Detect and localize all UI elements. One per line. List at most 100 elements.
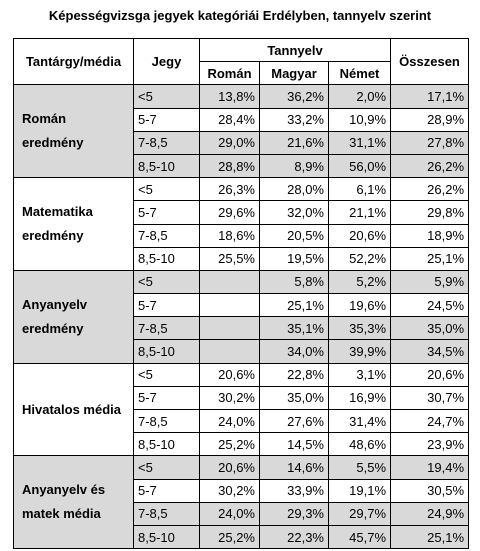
total-cell: 30,7% (390, 385, 470, 411)
table-row: 8,5-10 25,2% 14,5% 48,6% 23,9% (14, 432, 470, 457)
table-row: 8,5-10 25,2% 22,3% 45,7% 25,1% (14, 524, 470, 550)
value-cell: 29,0% (199, 130, 260, 155)
total-cell: 23,9% (390, 432, 470, 457)
group-label: Matematika eredmény (13, 177, 134, 271)
value-cell: 29,6% (199, 200, 260, 225)
grade-cell: 5-7 (133, 200, 200, 225)
value-cell: 35,1% (259, 316, 329, 341)
grade-cell: 7-8,5 (133, 501, 200, 526)
value-cell: 56,0% (327, 153, 392, 179)
header-cell: Összesen (390, 37, 470, 86)
header-cell: Román (199, 61, 260, 86)
value-cell: 25,2% (199, 524, 260, 550)
group-label: Hivatalos média (13, 362, 134, 457)
total-cell: 24,9% (390, 501, 470, 526)
value-cell: 34,0% (259, 339, 329, 364)
value-cell: 35,0% (259, 385, 329, 411)
total-cell: 24,7% (390, 408, 470, 434)
grade-cell: 8,5-10 (133, 432, 200, 457)
table-row: 8,5-10 28,8% 8,9% 56,0% 26,2% (14, 153, 470, 179)
total-cell: 28,9% (390, 107, 470, 132)
table-row: 8,5-10 25,5% 19,5% 52,2% 25,1% (14, 246, 470, 271)
grade-cell: 8,5-10 (133, 524, 200, 550)
value-cell: 25,1% (259, 293, 329, 318)
value-cell (199, 269, 260, 295)
grade-cell: 8,5-10 (133, 153, 200, 179)
group-label: Román eredmény (13, 84, 134, 179)
total-cell: 25,1% (390, 524, 470, 550)
value-cell: 20,5% (259, 223, 329, 248)
header-cell: Magyar (259, 61, 329, 86)
title: Képességvizsga jegyek kategóriái Erdélyb… (48, 8, 432, 23)
value-cell: 45,7% (327, 524, 392, 550)
value-cell: 14,6% (259, 455, 329, 480)
value-cell: 20,6% (199, 362, 260, 387)
value-cell: 48,6% (327, 432, 392, 457)
value-cell: 20,6% (199, 455, 260, 480)
grade-cell: <5 (133, 84, 200, 109)
header-cell: Tannyelv (198, 37, 392, 63)
table-row: 7-8,5 29,0% 21,6% 31,1% 27,8% (14, 130, 470, 155)
value-cell: 28,0% (259, 177, 329, 202)
table-row: Román eredmény <5 13,8% 36,2% 2,0% 17,1% (13, 84, 470, 179)
total-cell: 29,8% (390, 200, 470, 225)
value-cell: 3,1% (327, 362, 392, 387)
total-cell: 24,5% (390, 293, 470, 318)
value-cell: 27,6% (259, 408, 329, 434)
table: Tantárgy/média Jegy Tannyelv Összesen Ro… (13, 37, 470, 550)
grade-cell: 8,5-10 (133, 339, 200, 364)
grade-cell: 5-7 (133, 293, 200, 318)
value-cell: 24,0% (199, 501, 260, 526)
total-cell: 19,4% (390, 455, 470, 480)
value-cell: 21,6% (259, 130, 329, 155)
value-cell: 52,2% (327, 246, 392, 271)
value-cell: 31,1% (327, 130, 392, 155)
table-row: Hivatalos média <5 20,6% 22,8% 3,1% 20,6% (13, 362, 470, 457)
total-cell: 35,0% (390, 316, 470, 341)
value-cell: 26,3% (199, 177, 260, 202)
table-row: 5-7 30,2% 35,0% 16,9% 30,7% (14, 385, 470, 411)
total-cell: 17,1% (390, 84, 470, 109)
total-cell: 27,8% (390, 130, 470, 155)
table-row: 7-8,5 24,0% 27,6% 31,4% 24,7% (14, 408, 470, 434)
value-cell: 20,6% (327, 223, 392, 248)
table-row: 7-8,5 24,0% 29,3% 29,7% 24,9% (14, 501, 470, 526)
total-cell: 5,9% (390, 269, 470, 295)
grade-cell: <5 (133, 269, 200, 295)
value-cell: 10,9% (327, 107, 392, 132)
value-cell: 29,3% (259, 501, 329, 526)
header-cell: Jegy (133, 37, 200, 86)
value-cell: 5,8% (259, 269, 329, 295)
value-cell: 28,4% (199, 107, 260, 132)
table-row: 5-7 28,4% 33,2% 10,9% 28,9% (14, 107, 470, 132)
value-cell: 28,8% (199, 153, 260, 179)
total-cell: 25,1% (390, 246, 470, 271)
value-cell (199, 293, 260, 318)
value-cell: 21,1% (327, 200, 392, 225)
value-cell: 36,2% (259, 84, 329, 109)
total-cell: 30,5% (390, 478, 470, 503)
grade-cell: 5-7 (133, 385, 200, 411)
header-cell: Német (327, 61, 392, 86)
total-cell: 26,2% (390, 177, 470, 202)
group-label: Anyanyelv és matek média (13, 455, 134, 550)
value-cell: 33,2% (259, 107, 329, 132)
header-cell: Tantárgy/média (13, 37, 134, 86)
grade-cell: 5-7 (133, 478, 200, 503)
value-cell: 6,1% (327, 177, 392, 202)
table-row: Anyanyelv és matek média <5 20,6% 14,6% 5,5%… (13, 455, 470, 550)
grade-cell: 7-8,5 (133, 223, 200, 248)
value-cell: 19,1% (327, 478, 392, 503)
value-cell: 35,3% (327, 316, 392, 341)
value-cell: 30,2% (199, 478, 260, 503)
value-cell: 25,2% (199, 432, 260, 457)
value-cell (199, 339, 260, 364)
grade-cell: 7-8,5 (133, 316, 200, 341)
value-cell: 13,8% (199, 84, 260, 109)
grade-cell: 7-8,5 (133, 408, 200, 434)
value-cell: 2,0% (327, 84, 392, 109)
value-cell: 19,6% (327, 293, 392, 318)
value-cell: 22,3% (259, 524, 329, 550)
value-cell: 39,9% (327, 339, 392, 364)
